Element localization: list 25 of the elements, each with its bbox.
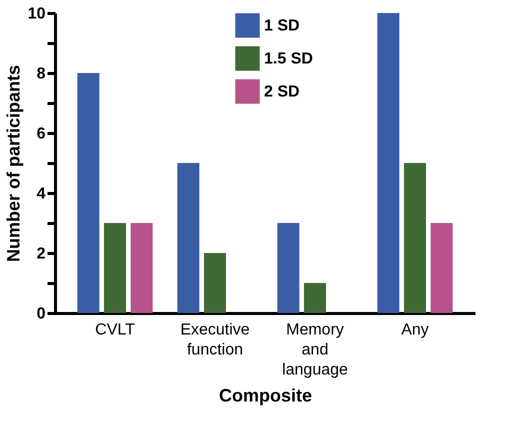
bar xyxy=(404,163,426,313)
legend-label: 1 SD xyxy=(264,18,300,34)
bar xyxy=(304,283,326,313)
y-tick-label: 0 xyxy=(36,306,46,322)
y-tick-label: 6 xyxy=(36,126,46,142)
bar xyxy=(377,13,400,313)
bar xyxy=(104,223,126,313)
y-axis-title: Number of participants xyxy=(4,64,24,262)
y-tick-label: 10 xyxy=(28,6,46,22)
bar xyxy=(204,253,226,313)
bar xyxy=(277,223,300,313)
x-tick-label: CVLT xyxy=(95,322,136,338)
x-tick-label: Executive function xyxy=(180,322,250,358)
bar xyxy=(130,223,153,313)
x-tick-label: Memory and language xyxy=(282,322,348,378)
bar xyxy=(77,73,100,313)
y-tick-label: 8 xyxy=(36,66,46,82)
y-tick-label: 2 xyxy=(36,246,46,262)
bar xyxy=(177,163,200,313)
x-axis-title: Composite xyxy=(218,386,312,406)
legend-label: 2 SD xyxy=(264,84,300,100)
x-tick-label: Any xyxy=(401,322,429,338)
legend-label: 1.5 SD xyxy=(264,50,313,68)
y-tick-label: 4 xyxy=(36,186,46,202)
bar xyxy=(430,223,453,313)
